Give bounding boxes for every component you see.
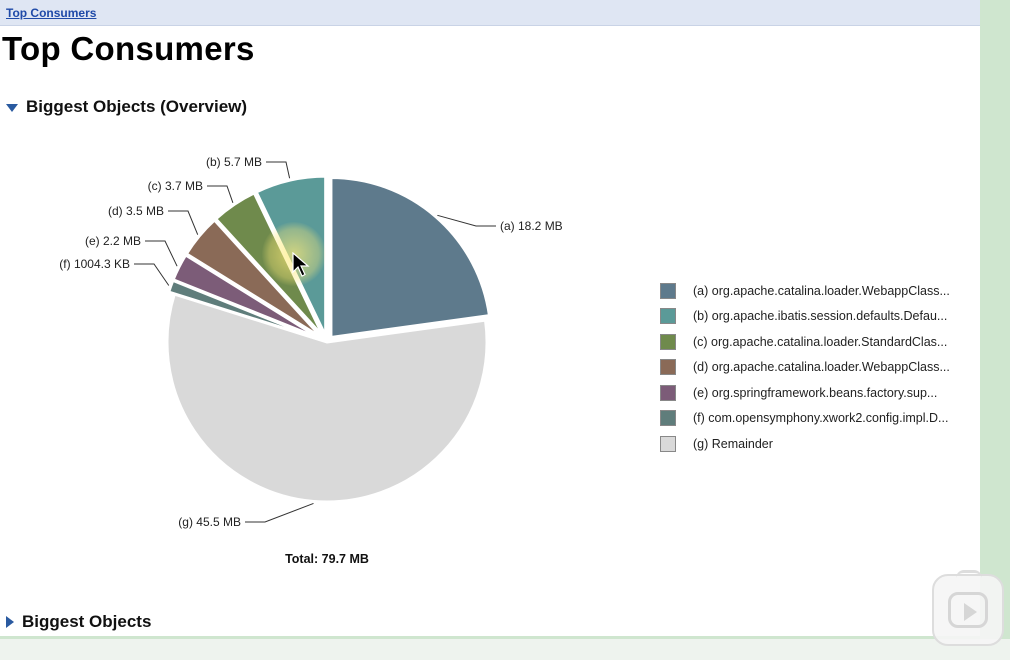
legend-swatch bbox=[660, 384, 676, 401]
leader-line-g bbox=[245, 502, 314, 523]
legend-label: (b) org.apache.ibatis.session.defaults.D… bbox=[693, 309, 948, 324]
legend-item-b[interactable]: (b) org.apache.ibatis.session.defaults.D… bbox=[660, 304, 980, 330]
legend-item-e[interactable]: (e) org.springframework.beans.factory.su… bbox=[660, 380, 980, 406]
pie-slice-d[interactable] bbox=[184, 217, 324, 340]
legend-label: (d) org.apache.catalina.loader.WebappCla… bbox=[693, 360, 950, 375]
chart-legend: (a) org.apache.catalina.loader.WebappCla… bbox=[660, 278, 980, 457]
pie-slice-a[interactable] bbox=[329, 175, 492, 340]
slice-label-a: (a) 18.2 MB bbox=[500, 219, 563, 233]
chevron-down-icon bbox=[6, 104, 18, 112]
chart-total-label: Total: 79.7 MB bbox=[285, 552, 369, 566]
slice-label-b: (b) 5.7 MB bbox=[206, 155, 262, 169]
legend-item-g[interactable]: (g) Remainder bbox=[660, 431, 980, 457]
page-title: Top Consumers bbox=[2, 30, 255, 67]
slice-label-c: (c) 3.7 MB bbox=[148, 179, 203, 193]
leader-line-a bbox=[437, 214, 496, 227]
breadcrumb: Top Consumers bbox=[0, 0, 980, 26]
section-biggest-objects[interactable]: Biggest Objects bbox=[6, 612, 151, 632]
legend-swatch bbox=[660, 410, 676, 427]
legend-label: (a) org.apache.catalina.loader.WebappCla… bbox=[693, 283, 950, 298]
legend-item-a[interactable]: (a) org.apache.catalina.loader.WebappCla… bbox=[660, 278, 980, 304]
chevron-right-icon bbox=[6, 616, 14, 628]
section-label: Biggest Objects (Overview) bbox=[26, 97, 248, 116]
leader-line-d bbox=[168, 210, 199, 235]
legend-item-d[interactable]: (d) org.apache.catalina.loader.WebappCla… bbox=[660, 355, 980, 381]
legend-swatch bbox=[660, 333, 676, 350]
leader-line-c bbox=[207, 185, 234, 203]
pie-chart: (a) 18.2 MB (g) 45.5 MB (f) 1004.3 KB (e) 2… bbox=[59, 155, 563, 566]
section-biggest-objects-overview[interactable]: Biggest Objects (Overview) bbox=[6, 97, 247, 117]
legend-item-c[interactable]: (c) org.apache.catalina.loader.StandardC… bbox=[660, 329, 980, 355]
window-side-panel bbox=[980, 0, 1010, 660]
legend-swatch bbox=[660, 359, 676, 376]
page: Top Consumers Top Consumers Biggest Obje… bbox=[0, 0, 980, 632]
mouse-pointer-icon bbox=[292, 252, 310, 277]
legend-label: (g) Remainder bbox=[693, 436, 773, 451]
legend-swatch bbox=[660, 308, 676, 325]
slice-label-e: (e) 2.2 MB bbox=[85, 234, 141, 248]
legend-label: (e) org.springframework.beans.factory.su… bbox=[693, 385, 938, 400]
video-play-icon[interactable] bbox=[932, 570, 1004, 646]
legend-item-f[interactable]: (f) com.opensymphony.xwork2.config.impl.… bbox=[660, 406, 980, 432]
legend-label: (f) com.opensymphony.xwork2.config.impl.… bbox=[693, 411, 949, 426]
breadcrumb-link-top-consumers[interactable]: Top Consumers bbox=[6, 6, 97, 20]
leader-line-e bbox=[145, 240, 178, 267]
slice-label-d: (d) 3.5 MB bbox=[108, 204, 164, 218]
slice-label-g: (g) 45.5 MB bbox=[178, 515, 241, 529]
legend-swatch bbox=[660, 282, 676, 299]
status-bar bbox=[0, 636, 1010, 660]
slice-label-f: (f) 1004.3 KB bbox=[59, 257, 130, 271]
leader-line-f bbox=[134, 263, 170, 286]
leader-line-b bbox=[266, 161, 291, 179]
legend-label: (c) org.apache.catalina.loader.StandardC… bbox=[693, 334, 948, 349]
pie-slice-g[interactable] bbox=[165, 292, 489, 504]
legend-swatch bbox=[660, 435, 676, 452]
section-label: Biggest Objects bbox=[22, 612, 152, 631]
